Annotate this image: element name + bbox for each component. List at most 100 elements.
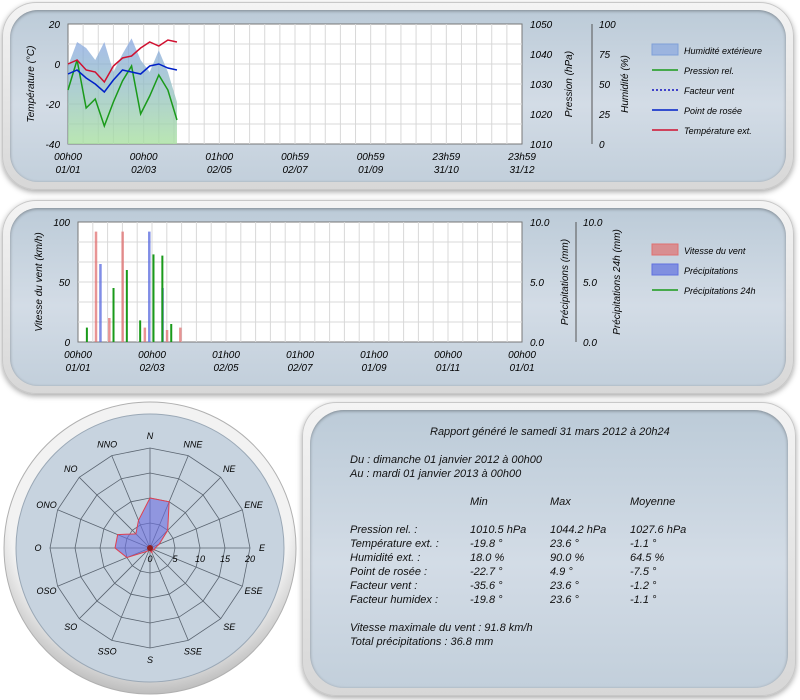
rose-direction-label: OSO xyxy=(37,586,57,596)
rose-direction-label: S xyxy=(147,655,153,665)
legend-label: Point de rosée xyxy=(684,106,742,116)
report-from: Du : dimanche 01 janvier 2012 à 00h00 xyxy=(350,454,543,466)
y-right2-tick-label: 5.0 xyxy=(583,278,597,289)
x-tick-time: 01h00 xyxy=(205,152,233,163)
y-right2-axis-label: Humidité (%) xyxy=(620,55,631,113)
y-left-tick-label: 100 xyxy=(53,218,70,229)
series-dew-point-line xyxy=(67,63,178,94)
x-tick-date: 01/11 xyxy=(436,363,460,374)
rose-direction-label: NNE xyxy=(183,440,203,450)
y-right1-tick-label: 1040 xyxy=(530,50,553,61)
rose-direction-label: NO xyxy=(64,464,78,474)
rose-spoke xyxy=(111,547,151,641)
legend-label: Précipitations 24h xyxy=(684,286,756,296)
report-cell-min: -35.6 ° xyxy=(470,580,503,592)
y-right2-tick-label: 0 xyxy=(599,140,605,151)
x-tick-date: 01/09 xyxy=(358,165,383,176)
rose-spoke xyxy=(149,547,243,587)
series-humidity-area xyxy=(68,38,177,144)
rose-direction-label: NNO xyxy=(97,440,117,450)
report-cell-label: Facteur vent : xyxy=(350,580,418,592)
y-right1-axis-label: Pression (hPa) xyxy=(564,51,575,117)
rose-spoke xyxy=(149,509,243,549)
report-to: Au : mardi 01 janvier 2013 à 00h00 xyxy=(350,468,522,480)
series-wind-bar xyxy=(94,231,98,342)
rose-direction-label: O xyxy=(34,543,41,553)
y-left-tick-label: -40 xyxy=(46,140,61,151)
y-right1-axis-label: Précipitations (mm) xyxy=(560,239,571,325)
legend-label: Température ext. xyxy=(684,126,752,136)
series-precip-bar xyxy=(99,264,102,342)
rose-radial-tick: 0 xyxy=(147,554,152,564)
series-wind-bar xyxy=(143,327,147,342)
y-right1-tick-label: 0.0 xyxy=(530,338,544,349)
report-cell-max: 4.9 ° xyxy=(550,566,573,578)
x-tick-date: 01/09 xyxy=(361,363,386,374)
report-cell-max: 23.6 ° xyxy=(550,538,579,550)
rose-spoke xyxy=(149,547,221,619)
rose-direction-label: ESE xyxy=(244,586,263,596)
report-cell-min: 18.0 % xyxy=(470,552,505,564)
report-header-min: Min xyxy=(470,496,488,508)
report-cell-max: 23.6 ° xyxy=(550,594,579,606)
report-header-max: Max xyxy=(550,496,571,508)
x-tick-time: 00h59 xyxy=(357,152,385,163)
rose-direction-label: ONO xyxy=(36,500,57,510)
x-tick-time: 00h00 xyxy=(130,152,158,163)
y-right1-tick-label: 1030 xyxy=(530,80,553,91)
temperature-chart-panel: 20 0 -20 -40 Température (°C) 1050 1040 1030 102… xyxy=(2,2,794,190)
x-tick-time: 00h00 xyxy=(64,350,92,361)
wind-rose: N NNE NE ENE E ESE SE SSE S SSO SO OSO O ONO NO NNO 0 5 10… xyxy=(3,401,297,695)
report-cell-label: Pression rel. : xyxy=(350,524,418,536)
report-cell-min: -19.8 ° xyxy=(470,538,503,550)
y-left-axis-label: Vitesse du vent (km/h) xyxy=(34,232,45,331)
series-wind-bar xyxy=(108,318,111,342)
y-right2-tick-label: 0.0 xyxy=(583,338,597,349)
legend-label: Humidité extérieure xyxy=(684,46,762,56)
y-left-tick-label: 50 xyxy=(59,278,71,289)
x-tick-time: 01h00 xyxy=(212,350,240,361)
rose-radial-tick: 5 xyxy=(172,554,178,564)
report-cell-max: 23.6 ° xyxy=(550,580,579,592)
report-cell-label: Point de rosée : xyxy=(350,566,428,578)
report-cell-min: 1010.5 hPa xyxy=(470,524,527,536)
x-tick-date: 01/01 xyxy=(65,363,90,374)
series-wind-bar xyxy=(179,327,182,342)
y-right2-tick-label: 25 xyxy=(598,110,611,121)
report-cell-avg: -1.2 ° xyxy=(630,580,657,592)
report-cell-label: Température ext. : xyxy=(350,538,439,550)
report-cell-avg: 1027.6 hPa xyxy=(630,524,687,536)
x-tick-date: 31/10 xyxy=(434,165,459,176)
series-wind-bar xyxy=(165,330,169,342)
report-cell-max: 90.0 % xyxy=(550,552,585,564)
x-tick-time: 00h00 xyxy=(434,350,462,361)
series-precip24-bar xyxy=(170,324,173,342)
rose-direction-label: SSO xyxy=(98,646,117,656)
y-right1-tick-label: 1050 xyxy=(530,20,553,31)
report-cell-max: 1044.2 hPa xyxy=(550,524,607,536)
x-tick-date: 02/03 xyxy=(139,363,164,374)
x-tick-time: 00h00 xyxy=(508,350,536,361)
y-right2-axis-label: Précipitations 24h (mm) xyxy=(612,229,623,335)
series-precip24-bar xyxy=(161,255,164,342)
rose-radial-tick: 10 xyxy=(195,554,205,564)
report-cell-label: Facteur humidex : xyxy=(350,594,439,606)
rose-direction-label: SE xyxy=(223,622,236,632)
y-left-tick-label: 20 xyxy=(48,20,61,31)
report-cell-label: Humidité ext. : xyxy=(350,552,421,564)
legend-label: Pression rel. xyxy=(684,66,734,76)
rose-direction-label: E xyxy=(259,543,266,553)
rose-direction-label: SSE xyxy=(184,646,203,656)
x-tick-time: 01h00 xyxy=(360,350,388,361)
x-tick-time: 00h00 xyxy=(138,350,166,361)
legend-label: Facteur vent xyxy=(684,86,735,96)
rose-direction-label: SO xyxy=(64,622,77,632)
report-cell-avg: -1.1 ° xyxy=(630,594,657,606)
temperature-chart: 20 0 -20 -40 Température (°C) 1050 1040 1030 102… xyxy=(26,20,762,176)
report-panel: Rapport généré le samedi 31 mars 2012 à … xyxy=(302,402,796,696)
x-tick-date: 02/07 xyxy=(287,363,312,374)
rose-direction-label: ENE xyxy=(244,500,264,510)
wind-chart: 100 50 0 Vitesse du vent (km/h) 10.0 5.0 0.0 Pr… xyxy=(34,218,756,374)
y-right2-tick-label: 10.0 xyxy=(583,218,603,229)
y-right1-tick-label: 1020 xyxy=(530,110,553,121)
